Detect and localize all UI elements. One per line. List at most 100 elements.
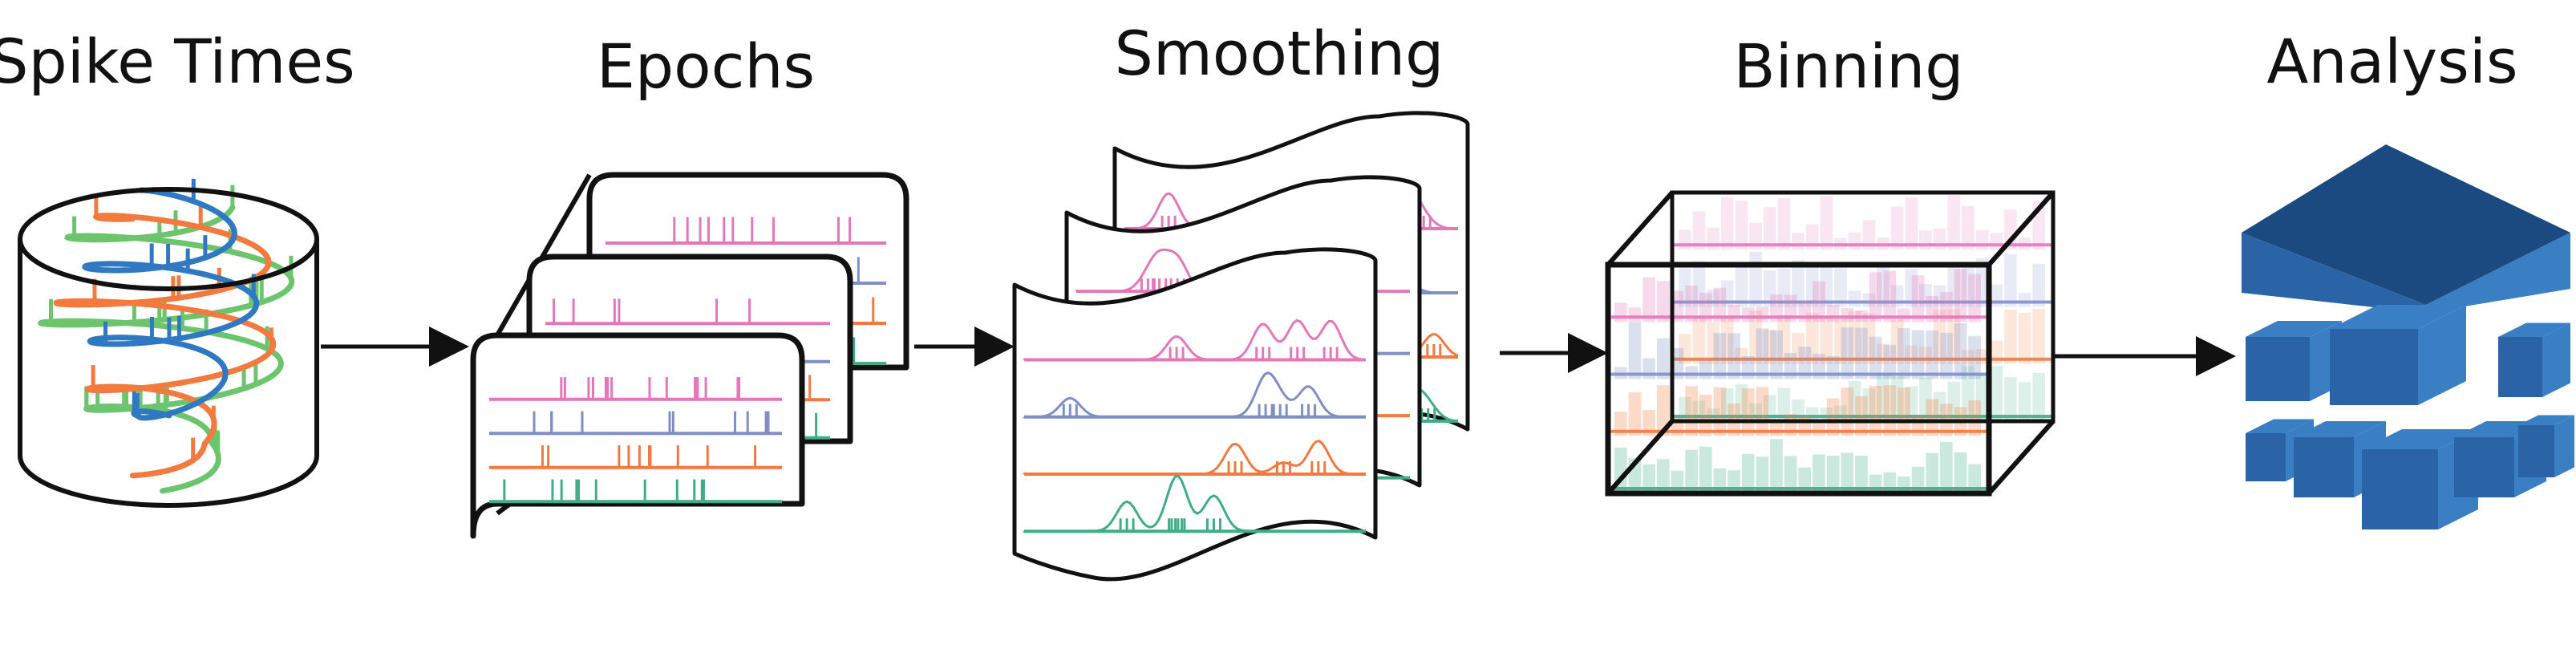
bin-bar [1841,452,1854,493]
bin-bar [1628,322,1642,379]
bin-bar [1940,292,1953,322]
cube-bot-2-top [2294,421,2386,437]
bin-bar [1933,391,1946,421]
bin-bar [1720,315,1734,364]
bin-bar [1720,197,1734,250]
bin-bar [1990,233,2003,250]
epoch-page [470,332,805,539]
bin-bar [1756,306,1769,322]
cube-bot-4-front [2454,437,2514,497]
box-edge [1987,420,2056,495]
box-back-face [1670,190,2056,424]
bin-bar [1770,330,1783,379]
bin-bar [1940,441,1953,493]
bin-bar [1756,387,1769,436]
bin-bar [2032,372,2045,421]
title-spike-times: Spike Times [0,26,355,97]
bin-bar [1720,387,1734,421]
bin-bar [1862,388,1876,421]
bin-bar [1777,197,1791,250]
bin-bar [1841,387,1854,436]
bin-bar [1820,262,1833,307]
bin-bar [1749,310,1762,364]
bin-bar [1713,333,1727,379]
bin-bar [1642,464,1655,493]
bin-bar [1947,195,1961,250]
bin-bar [1834,319,1847,364]
bin-bar [2032,263,2045,307]
bin-bar [1699,359,1712,379]
bin-bar [1862,220,1876,250]
bin-bar [1749,222,1762,250]
bin-bar [1911,330,1925,379]
bin-bar [1826,304,1840,322]
bin-bar [1763,207,1776,250]
bin-bar [1798,416,1812,436]
bin-bar [1813,281,1825,322]
bin-bar [1792,333,1804,364]
bin-bar [1826,398,1840,436]
bin-bar [1763,395,1776,421]
bin-bar [1841,308,1854,322]
bin-bar [1968,274,1981,322]
bin-bar [1777,387,1791,421]
bin-bar [1962,365,1975,421]
bin-bar [1784,353,1797,379]
spiral-path [53,213,277,479]
bin-bar [1735,383,1748,421]
cube-mid-1-top [2246,321,2342,337]
bin-bar [1614,302,1627,322]
smoothed-curve [1023,474,1364,533]
bin-bar [2018,312,2031,364]
cube-bot-5-top [2518,415,2574,425]
bin-bar [1749,251,1762,307]
bin-bar [1685,285,1698,322]
cube-bot-5-side [2554,415,2574,477]
bin-bar [1642,358,1655,379]
cube-bot-1-front [2246,433,2286,481]
bin-bar [1883,270,1897,322]
bin-bar [1911,275,1925,322]
bin-bar [1628,307,1642,322]
bin-bar [1869,272,1882,322]
bin-bar [1685,366,1698,379]
bin-bar [1679,334,1691,364]
smoothed-pages-icon [1012,111,1470,582]
bin-bar [1720,280,1734,307]
bin-bar [1741,307,1755,322]
bin-bar [1741,388,1755,436]
bin-bar [1954,452,1967,493]
cube-mid-3-front [2498,337,2542,397]
cube-bot-3-top [2362,429,2478,449]
bin-bar [1820,196,1833,250]
bin-bar [1784,294,1797,322]
box-front-face [1605,262,1992,497]
bin-bar [1834,268,1847,307]
bin-bar [1798,301,1812,322]
bin-bar [2018,293,2031,307]
cube-mid-2-side [2418,305,2466,405]
bin-bar [1926,399,1939,436]
smoothed-page [1012,247,1378,582]
bin-bar [2004,309,2017,364]
bin-bar [1770,294,1783,322]
bin-bar [1741,453,1755,493]
bin-bar [1862,313,1876,364]
box-edge [1987,191,2056,266]
bin-bar [1727,333,1740,379]
bin-bar [1813,454,1825,493]
bin-bar [1692,316,1706,364]
bin-bar [1798,347,1812,379]
bin-bar [1940,332,1953,379]
bin-bar [1905,386,1918,421]
database-cylinder-icon [18,178,319,508]
bin-bar [1905,197,1918,250]
bin-bar [1890,206,1904,250]
bin-bar [1656,338,1670,379]
bin-bar [1883,472,1897,493]
binning-box-icon [1605,190,2056,497]
bin-bar [1968,400,1981,436]
bin-bar [1947,266,1961,307]
smoothed-curve [1023,318,1365,361]
bin-bar [1628,391,1642,436]
